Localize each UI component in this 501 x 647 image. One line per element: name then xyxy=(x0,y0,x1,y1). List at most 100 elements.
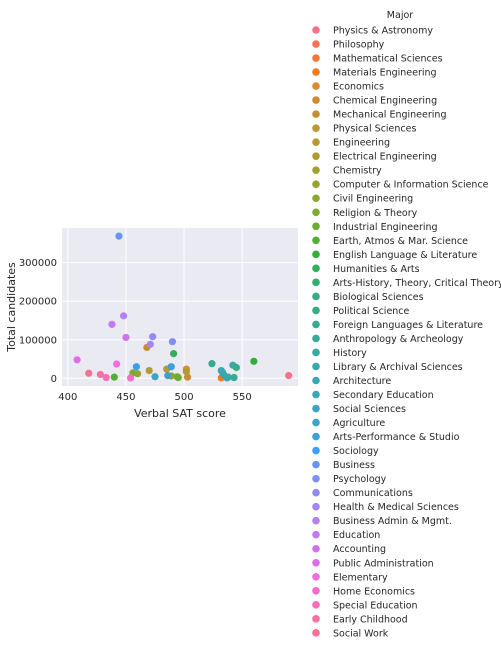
legend-marker xyxy=(312,236,320,245)
legend-marker xyxy=(312,587,320,595)
data-point xyxy=(285,371,293,380)
legend-entry-label: Physics & Astronomy xyxy=(333,26,433,37)
legend-entry-label: Social Sciences xyxy=(333,404,406,415)
legend-entry-label: Biological Sciences xyxy=(333,292,424,303)
x-tick-label: 550 xyxy=(233,392,252,403)
legend-marker xyxy=(312,488,320,497)
data-point xyxy=(183,373,192,381)
data-point xyxy=(170,350,178,358)
legend: Major Physics & Astronomy Philosophy Mathe… xyxy=(312,10,501,639)
legend-entry-label: Anthropology & Archeology xyxy=(333,334,464,345)
legend-marker xyxy=(312,54,320,62)
legend-marker xyxy=(312,278,320,287)
legend-marker xyxy=(312,250,320,259)
legend-entry-label: Foreign Languages & Literature xyxy=(333,320,483,331)
legend-marker xyxy=(312,601,320,609)
legend-entry-label: Architecture xyxy=(333,376,391,387)
data-point xyxy=(223,374,231,382)
legend-marker xyxy=(312,530,320,539)
legend-entry-label: Psychology xyxy=(333,474,387,485)
legend-entry-label: Religion & Theory xyxy=(333,208,418,219)
legend-entry-label: Home Economics xyxy=(333,586,415,597)
legend-marker xyxy=(312,432,320,441)
legend-marker xyxy=(312,68,320,76)
legend-entry-label: Mechanical Engineering xyxy=(333,110,446,121)
legend-marker xyxy=(312,558,320,567)
legend-marker xyxy=(312,362,320,371)
legend-marker xyxy=(312,390,320,399)
data-point xyxy=(120,312,128,320)
legend-entry-label: Industrial Engineering xyxy=(333,222,438,233)
legend-entry-label: Business Admin & Mgmt. xyxy=(333,516,452,527)
data-point xyxy=(164,371,172,380)
legend-entry-label: Earth, Atmos & Mar. Science xyxy=(333,236,468,247)
data-point xyxy=(102,373,110,382)
legend-entry-label: Education xyxy=(333,530,380,541)
legend-entry-label: Philosophy xyxy=(333,40,385,51)
legend-entry-label: Library & Archival Sciences xyxy=(333,362,463,373)
legend-entry-label: Early Childhood xyxy=(333,614,408,625)
legend-marker xyxy=(312,629,320,637)
legend-marker xyxy=(312,180,320,189)
legend-marker xyxy=(312,292,320,301)
data-point xyxy=(126,374,135,382)
data-point xyxy=(168,338,177,346)
legend-marker xyxy=(312,222,320,231)
y-tick-label: 300000 xyxy=(19,258,57,269)
data-point xyxy=(85,369,93,377)
data-point xyxy=(108,320,116,328)
legend-marker xyxy=(312,96,320,104)
data-point xyxy=(151,373,159,381)
legend-entry-label: Physical Sciences xyxy=(333,124,416,135)
legend-entry-label: Engineering xyxy=(333,138,390,149)
legend-marker xyxy=(312,208,320,217)
legend-marker xyxy=(312,572,320,581)
legend-marker xyxy=(312,348,320,357)
data-point xyxy=(230,373,238,382)
plot-background xyxy=(62,228,298,386)
data-point xyxy=(229,361,237,369)
legend-marker xyxy=(312,264,320,273)
legend-entry-label: Secondary Education xyxy=(333,390,434,401)
legend-entry-label: Agriculture xyxy=(333,418,385,429)
legend-entry-label: Political Science xyxy=(333,306,410,317)
legend-entry-label: Civil Engineering xyxy=(333,194,413,205)
data-point xyxy=(115,232,123,240)
y-tick-label: 200000 xyxy=(19,297,57,308)
legend-marker xyxy=(312,516,320,525)
legend-marker xyxy=(312,615,320,623)
data-point xyxy=(208,360,216,368)
legend-entry-label: Computer & Information Science xyxy=(333,180,489,191)
x-axis-label: Verbal SAT score xyxy=(134,407,226,420)
data-points xyxy=(73,232,293,382)
legend-entry-label: English Language & Literature xyxy=(333,250,477,261)
legend-marker xyxy=(312,460,320,469)
legend-entry-label: Economics xyxy=(333,82,384,93)
x-tick-label: 500 xyxy=(175,392,194,403)
legend-entry-label: Public Administration xyxy=(333,558,434,569)
legend-entry-label: Materials Engineering xyxy=(333,68,437,79)
data-point xyxy=(146,340,154,348)
legend-entry-label: Electrical Engineering xyxy=(333,152,437,163)
legend-entry-label: Mathematical Sciences xyxy=(333,54,443,65)
legend-entry-label: History xyxy=(333,348,367,359)
data-point xyxy=(122,333,130,342)
data-point xyxy=(110,373,118,381)
legend-entry-label: Communications xyxy=(333,488,413,499)
legend-marker xyxy=(312,404,320,413)
legend-entry-label: Special Education xyxy=(333,600,418,611)
legend-marker xyxy=(312,152,320,160)
legend-entry-label: Social Work xyxy=(333,628,389,639)
legend-marker xyxy=(312,502,320,511)
y-tick-label: 0 xyxy=(51,374,57,385)
data-point xyxy=(145,366,153,375)
data-point xyxy=(182,368,190,376)
y-axis-label: Total candidates xyxy=(5,262,18,353)
data-point xyxy=(174,373,182,382)
legend-entry-label: Health & Medical Sciences xyxy=(333,502,459,513)
legend-entry-label: Arts-Performance & Studio xyxy=(333,432,460,443)
legend-marker xyxy=(312,334,320,343)
legend-marker xyxy=(312,110,320,118)
legend-marker xyxy=(312,124,320,132)
